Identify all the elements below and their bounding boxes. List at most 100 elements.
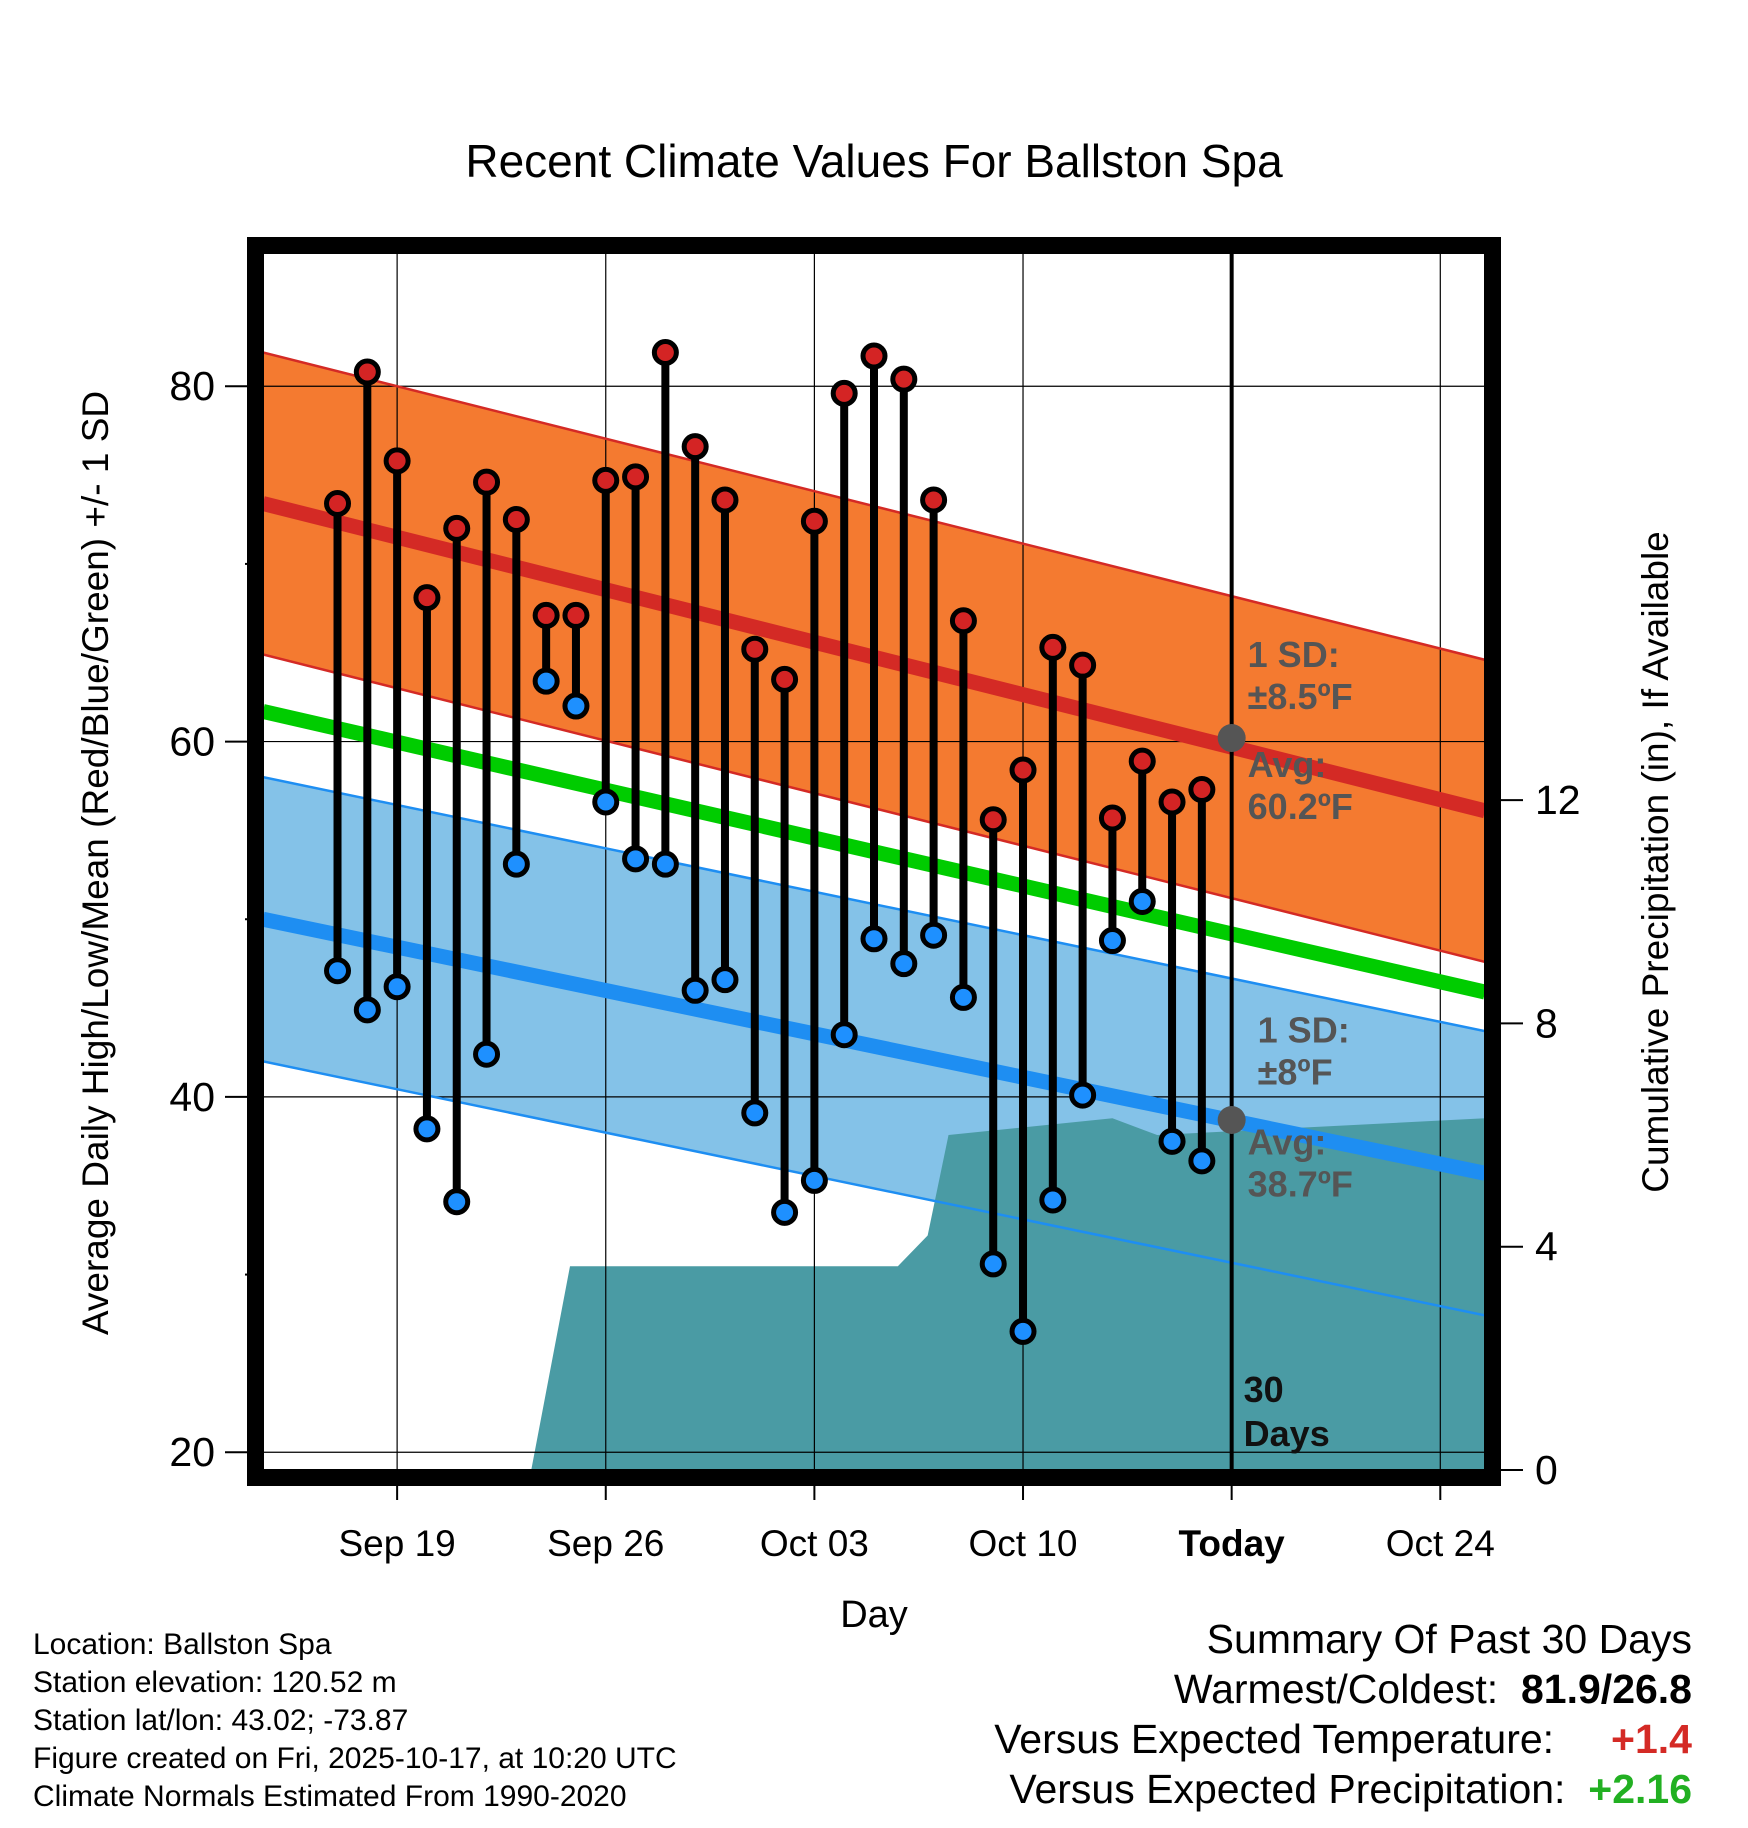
period-days-number: 30 <box>1244 1369 1284 1410</box>
x-tick-label: Sep 26 <box>547 1523 664 1564</box>
daily-range-bars <box>324 338 1216 1345</box>
y2-tick-label: 0 <box>1535 1447 1558 1493</box>
annotations: 1 SD: ±8.5ºF Avg: 60.2ºF 1 SD: ±8ºF Avg:… <box>1248 634 1353 1204</box>
daily-low-marker <box>443 1188 471 1216</box>
daily-high-marker <box>473 468 501 496</box>
daily-low-marker <box>1158 1127 1186 1155</box>
plot-frame <box>247 237 1501 1486</box>
high-avg-value: 60.2ºF <box>1248 786 1353 827</box>
daily-low-marker <box>771 1198 799 1226</box>
daily-high-marker <box>920 486 948 514</box>
daily-high-marker <box>979 806 1007 834</box>
daily-high-marker <box>771 665 799 693</box>
daily-low-marker <box>1069 1081 1097 1109</box>
chart-title: Recent Climate Values For Ballston Spa <box>465 135 1283 187</box>
footer-location: Location: Ballston Spa <box>33 1628 332 1661</box>
daily-high-marker <box>651 338 679 366</box>
daily-low-marker <box>1128 887 1156 915</box>
warmest-coldest-label: Warmest/Coldest: <box>1173 1666 1499 1712</box>
daily-high-marker <box>1009 756 1037 784</box>
low-sd-label: 1 SD: <box>1258 1010 1350 1051</box>
daily-high-marker <box>830 379 858 407</box>
daily-high-marker <box>711 486 739 514</box>
daily-low-marker <box>562 692 590 720</box>
temperature-label: Versus Expected Temperature: <box>994 1716 1555 1762</box>
warmest-coldest-value: 81.9/26.8 <box>1521 1666 1692 1712</box>
daily-low-marker <box>711 966 739 994</box>
y2-tick-label: 12 <box>1535 777 1581 823</box>
daily-high-marker <box>324 490 352 518</box>
x-tick-label: Today <box>1179 1523 1286 1564</box>
daily-low-marker <box>592 788 620 816</box>
daily-high-marker <box>860 342 888 370</box>
daily-low-marker <box>979 1250 1007 1278</box>
low-avg-label: Avg: <box>1248 1122 1327 1163</box>
daily-low-marker <box>1188 1147 1216 1175</box>
daily-high-marker <box>562 601 590 629</box>
daily-low-marker <box>1039 1186 1067 1214</box>
x-tick-label: Sep 19 <box>338 1523 455 1564</box>
daily-high-marker <box>622 463 650 491</box>
y2-tick-label: 8 <box>1535 1000 1558 1046</box>
daily-low-marker <box>413 1115 441 1143</box>
y-axis-label: Average Daily High/Low/Mean (Red/Blue/Gr… <box>75 391 116 1335</box>
daily-high-marker <box>1188 776 1216 804</box>
footer-normals: Climate Normals Estimated From 1990-2020 <box>33 1780 627 1813</box>
summary-precipitation: Versus Expected Precipitation: +2.16 <box>1009 1766 1692 1813</box>
daily-high-marker <box>592 466 620 494</box>
daily-high-marker <box>741 635 769 663</box>
daily-high-marker <box>800 507 828 535</box>
daily-low-marker <box>681 976 709 1004</box>
y2-axis-label: Cumulative Precipitation (in), If Availa… <box>1635 531 1676 1193</box>
daily-high-marker <box>1158 788 1186 816</box>
daily-high-marker <box>1039 633 1067 661</box>
normal-low-today-marker <box>1217 1106 1246 1135</box>
footer-latlon: Station lat/lon: 43.02; -73.87 <box>33 1704 409 1737</box>
daily-low-marker <box>532 667 560 695</box>
temperature-value: +1.4 <box>1611 1716 1692 1762</box>
daily-high-marker <box>502 505 530 533</box>
daily-low-marker <box>741 1099 769 1127</box>
daily-high-marker <box>681 433 709 461</box>
daily-low-marker <box>473 1040 501 1068</box>
normal-low-lower-sd-line <box>263 1060 1485 1317</box>
high-sd-value: ±8.5ºF <box>1248 676 1353 717</box>
y-axis-ticks: 20 40 60 80 <box>169 363 254 1475</box>
daily-high-marker <box>383 447 411 475</box>
daily-low-marker <box>800 1166 828 1194</box>
daily-low-marker <box>860 925 888 953</box>
x-tick-label: Oct 10 <box>969 1523 1078 1564</box>
daily-high-marker <box>443 514 471 542</box>
y-tick-label: 60 <box>169 719 215 765</box>
footer-elevation: Station elevation: 120.52 m <box>33 1666 397 1699</box>
x-axis-ticks: Sep 19 Sep 26 Oct 03 Oct 10 Today Oct 24 <box>338 1484 1495 1564</box>
daily-high-marker <box>532 601 560 629</box>
x-axis-label: Day <box>840 1594 908 1636</box>
normal-low-avg-line <box>263 911 1485 1181</box>
daily-high-marker <box>949 607 977 635</box>
period-days-unit: Days <box>1244 1413 1330 1454</box>
daily-low-marker <box>890 950 918 978</box>
daily-low-marker <box>1098 927 1126 955</box>
cumulative-precipitation-area <box>531 1118 1485 1470</box>
y2-tick-label: 4 <box>1535 1224 1558 1270</box>
daily-high-marker <box>1069 651 1097 679</box>
y2-axis-ticks: 0 4 8 12 <box>1494 777 1581 1493</box>
daily-low-marker <box>920 921 948 949</box>
normal-high-today-marker <box>1217 724 1246 753</box>
daily-low-marker <box>622 845 650 873</box>
low-sd-value: ±8ºF <box>1258 1052 1333 1093</box>
x-tick-label: Oct 03 <box>760 1523 869 1564</box>
daily-high-marker <box>890 365 918 393</box>
summary-temperature: Versus Expected Temperature: +1.4 <box>994 1716 1692 1763</box>
daily-low-marker <box>383 973 411 1001</box>
y-tick-label: 20 <box>169 1429 215 1475</box>
precipitation-label: Versus Expected Precipitation: <box>1009 1766 1566 1812</box>
daily-low-marker <box>651 850 679 878</box>
daily-low-marker <box>949 983 977 1011</box>
daily-low-marker <box>830 1021 858 1049</box>
daily-low-marker <box>324 957 352 985</box>
y-tick-label: 40 <box>169 1074 215 1120</box>
x-tick-label: Oct 24 <box>1386 1523 1495 1564</box>
